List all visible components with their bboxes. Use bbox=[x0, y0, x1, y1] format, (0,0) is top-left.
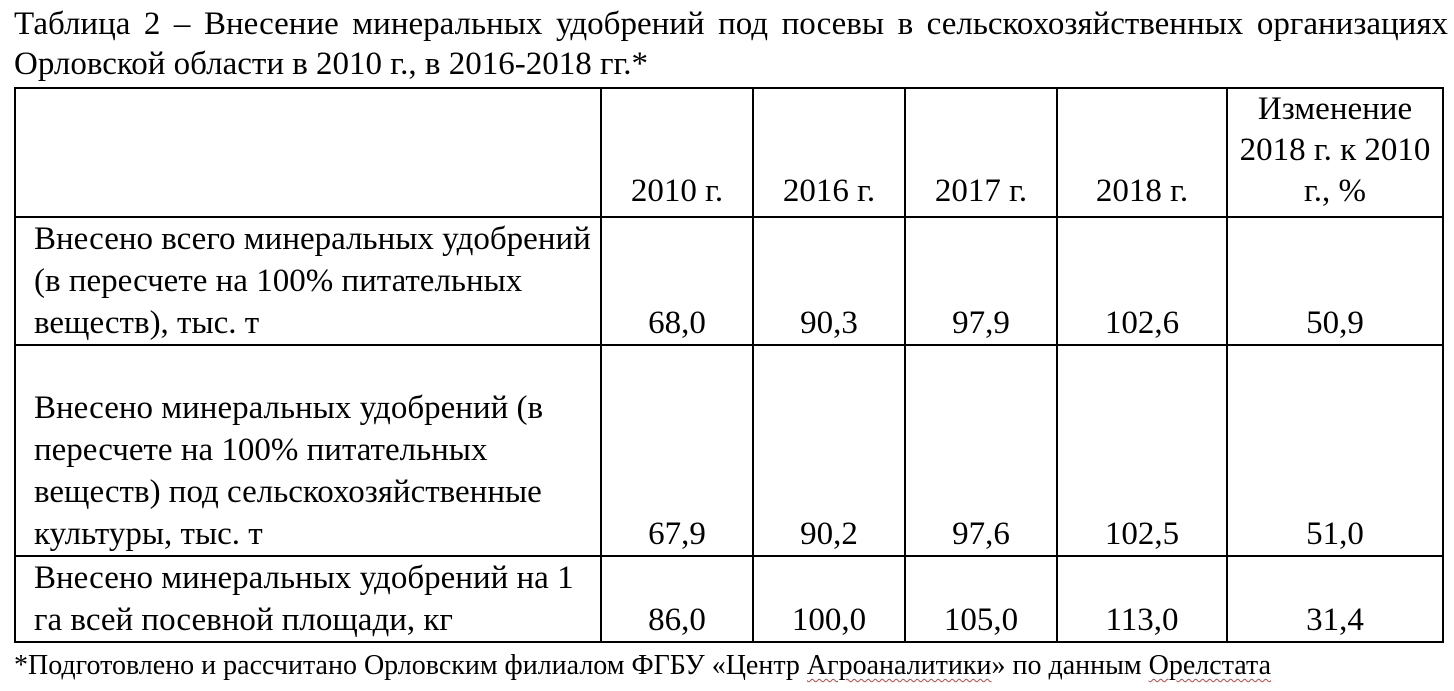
fertilizer-table: 2010 г. 2016 г. 2017 г. 2018 г. Изменени… bbox=[14, 87, 1444, 643]
cell-2017: 97,6 bbox=[904, 344, 1058, 557]
cell-2018: 102,5 bbox=[1056, 344, 1228, 557]
row-label: Внесено минеральных удобрений на 1 га вс… bbox=[14, 555, 602, 643]
footnote-middle: » по данным bbox=[991, 650, 1149, 681]
cell-change: 51,0 bbox=[1226, 344, 1444, 557]
footnote-prefix: *Подготовлено и рассчитано Орловским фил… bbox=[14, 650, 807, 681]
cell-2017: 97,9 bbox=[904, 216, 1058, 346]
spellcheck-word-orel: Орелстата bbox=[1148, 650, 1271, 681]
table-caption: Таблица 2 – Внесение минеральных удобрен… bbox=[14, 6, 1448, 82]
header-2010: 2010 г. bbox=[600, 87, 754, 218]
cell-2018: 113,0 bbox=[1056, 555, 1228, 643]
header-2016: 2016 г. bbox=[752, 87, 906, 218]
header-2018: 2018 г. bbox=[1056, 87, 1228, 218]
header-change: Изменение 2018 г. к 2010 г., % bbox=[1226, 87, 1444, 218]
cell-2016: 90,2 bbox=[752, 344, 906, 557]
cell-2018: 102,6 bbox=[1056, 216, 1228, 346]
cell-2010: 68,0 bbox=[600, 216, 754, 346]
table-row: Внесено минеральных удобрений (в пересче… bbox=[14, 344, 1444, 557]
spellcheck-word-agro: Агроаналитики bbox=[806, 650, 992, 681]
cell-change: 31,4 bbox=[1226, 555, 1444, 643]
table-header-row: 2010 г. 2016 г. 2017 г. 2018 г. Изменени… bbox=[14, 87, 1444, 218]
header-corner-cell bbox=[14, 87, 602, 218]
cell-2017: 105,0 bbox=[904, 555, 1058, 643]
cell-change: 50,9 bbox=[1226, 216, 1444, 346]
cell-2010: 67,9 bbox=[600, 344, 754, 557]
header-2017: 2017 г. bbox=[904, 87, 1058, 218]
cell-2016: 90,3 bbox=[752, 216, 906, 346]
table-row: Внесено всего минеральных удобрений (в п… bbox=[14, 216, 1444, 346]
footnote: *Подготовлено и рассчитано Орловским фил… bbox=[14, 648, 1271, 684]
table-row: Внесено минеральных удобрений на 1 га вс… bbox=[14, 555, 1444, 643]
cell-2010: 86,0 bbox=[600, 555, 754, 643]
row-label: Внесено всего минеральных удобрений (в п… bbox=[14, 216, 602, 346]
cell-2016: 100,0 bbox=[752, 555, 906, 643]
row-label: Внесено минеральных удобрений (в пересче… bbox=[14, 344, 602, 557]
